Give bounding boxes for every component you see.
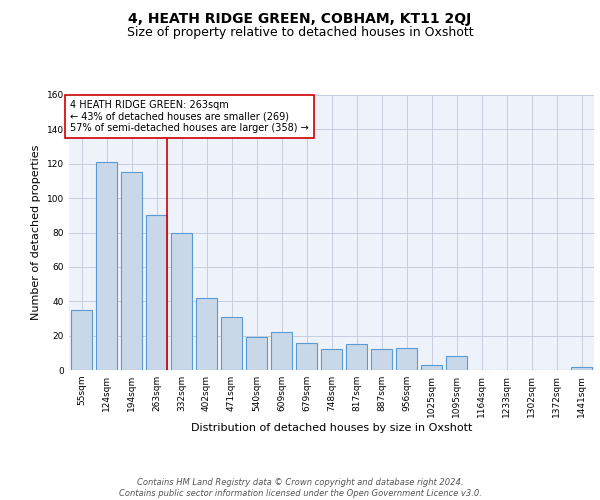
Bar bbox=[396, 348, 417, 370]
Bar bbox=[246, 338, 267, 370]
Bar bbox=[271, 332, 292, 370]
Bar bbox=[296, 342, 317, 370]
Bar bbox=[321, 350, 342, 370]
Y-axis label: Number of detached properties: Number of detached properties bbox=[31, 145, 41, 320]
Bar bbox=[221, 316, 242, 370]
Text: 4 HEATH RIDGE GREEN: 263sqm
← 43% of detached houses are smaller (269)
57% of se: 4 HEATH RIDGE GREEN: 263sqm ← 43% of det… bbox=[70, 100, 309, 134]
Bar bbox=[121, 172, 142, 370]
X-axis label: Distribution of detached houses by size in Oxshott: Distribution of detached houses by size … bbox=[191, 422, 472, 432]
Bar bbox=[421, 365, 442, 370]
Text: Contains HM Land Registry data © Crown copyright and database right 2024.
Contai: Contains HM Land Registry data © Crown c… bbox=[119, 478, 481, 498]
Bar bbox=[146, 216, 167, 370]
Bar bbox=[371, 350, 392, 370]
Bar bbox=[171, 232, 192, 370]
Bar bbox=[571, 366, 592, 370]
Bar bbox=[71, 310, 92, 370]
Bar bbox=[446, 356, 467, 370]
Text: Size of property relative to detached houses in Oxshott: Size of property relative to detached ho… bbox=[127, 26, 473, 39]
Text: 4, HEATH RIDGE GREEN, COBHAM, KT11 2QJ: 4, HEATH RIDGE GREEN, COBHAM, KT11 2QJ bbox=[128, 12, 472, 26]
Bar bbox=[346, 344, 367, 370]
Bar bbox=[196, 298, 217, 370]
Bar bbox=[96, 162, 117, 370]
